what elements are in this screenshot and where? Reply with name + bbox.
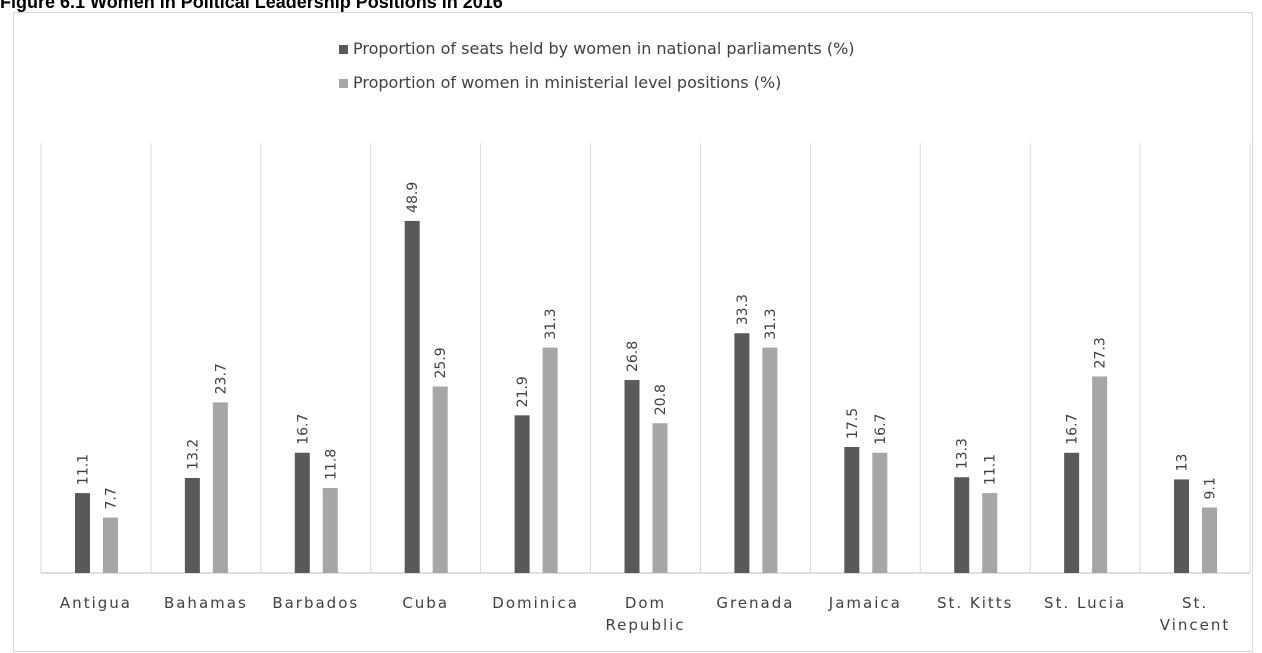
x-tick-label: Barbados xyxy=(272,594,359,612)
x-tick-label: Jamaica xyxy=(828,594,902,612)
data-label-series-1: 13 xyxy=(1175,454,1191,472)
x-tick-label: Dom xyxy=(625,594,666,612)
bar-series-1 xyxy=(624,380,640,573)
data-label-series-2: 25.9 xyxy=(433,347,449,378)
x-tick-label: Dominica xyxy=(492,594,579,612)
data-label-series-1: 16.7 xyxy=(1065,414,1081,445)
data-label-series-1: 21.9 xyxy=(515,376,531,407)
bar-series-1 xyxy=(74,493,90,573)
data-label-series-1: 26.8 xyxy=(625,341,641,372)
data-label-series-2: 20.8 xyxy=(653,384,669,415)
legend-label-series-2: Proportion of women in ministerial level… xyxy=(353,73,781,92)
bar-series-2 xyxy=(542,347,558,573)
data-label-series-1: 16.7 xyxy=(295,414,311,445)
x-tick-label: Cuba xyxy=(402,594,449,612)
data-label-series-2: 11.1 xyxy=(983,454,999,485)
bar-series-2 xyxy=(212,402,228,573)
x-tick-label: Bahamas xyxy=(164,594,248,612)
x-tick-label: St. Kitts xyxy=(937,594,1014,612)
data-label-series-1: 13.3 xyxy=(955,438,971,469)
legend-swatch-series-2 xyxy=(339,79,348,88)
bar-series-2 xyxy=(872,452,888,573)
legend-label-series-1: Proportion of seats held by women in nat… xyxy=(353,39,855,58)
bar-series-1 xyxy=(514,415,530,573)
bar-series-2 xyxy=(652,423,668,573)
x-tick-label: Vincent xyxy=(1160,616,1230,634)
bar-series-2 xyxy=(102,517,118,573)
x-tick-label: St. Lucia xyxy=(1044,594,1126,612)
data-label-series-2: 31.3 xyxy=(543,308,559,339)
data-label-series-1: 11.1 xyxy=(75,454,91,485)
bar-series-1 xyxy=(404,220,420,574)
data-label-series-2: 23.7 xyxy=(213,363,229,394)
bar-series-2 xyxy=(1092,376,1108,573)
bar-series-1 xyxy=(1064,452,1080,573)
bar-series-2 xyxy=(982,493,998,573)
data-label-series-1: 33.3 xyxy=(735,294,751,325)
figure-title: Figure 6.1 Women in Political Leadership… xyxy=(0,0,503,12)
data-label-series-2: 9.1 xyxy=(1203,477,1219,499)
x-tick-label: St. xyxy=(1182,594,1208,612)
bar-series-1 xyxy=(734,333,750,573)
bar-series-1 xyxy=(954,477,970,573)
data-label-series-1: 48.9 xyxy=(405,182,421,213)
bar-series-1 xyxy=(184,477,200,573)
data-label-series-2: 27.3 xyxy=(1093,337,1109,368)
legend-swatch-series-1 xyxy=(339,45,348,54)
x-tick-label: Republic xyxy=(605,616,685,634)
data-label-series-2: 11.8 xyxy=(323,449,339,480)
bar-series-2 xyxy=(432,386,448,573)
data-label-series-2: 16.7 xyxy=(873,414,889,445)
bar-series-2 xyxy=(1202,507,1218,573)
bar-series-1 xyxy=(1174,479,1190,573)
x-tick-label: Grenada xyxy=(716,594,794,612)
x-tick-label: Antigua xyxy=(60,594,132,612)
data-label-series-1: 13.2 xyxy=(185,439,201,470)
data-label-series-2: 31.3 xyxy=(763,308,779,339)
bar-series-2 xyxy=(322,488,338,573)
data-label-series-1: 17.5 xyxy=(845,408,861,439)
bar-series-1 xyxy=(294,452,310,573)
chart-frame: Proportion of seats held by women in nat… xyxy=(13,12,1253,652)
bar-series-2 xyxy=(762,347,778,573)
bar-series-1 xyxy=(844,447,860,573)
data-label-series-2: 7.7 xyxy=(103,487,119,509)
bar-chart: Proportion of seats held by women in nat… xyxy=(40,39,1251,634)
